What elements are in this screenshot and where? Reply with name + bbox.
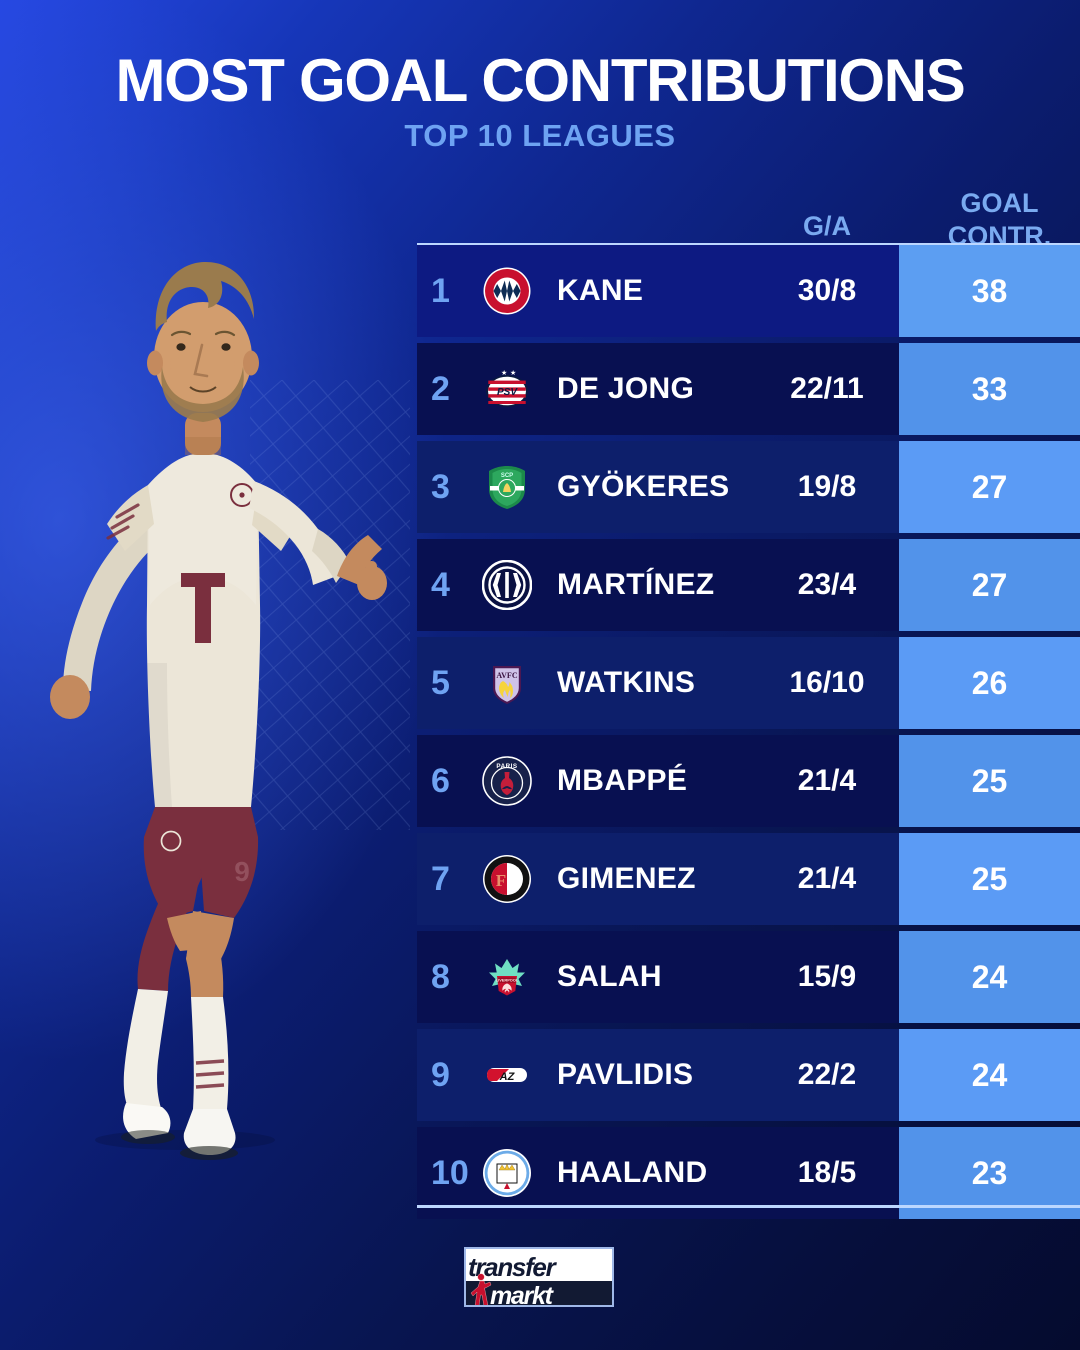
svg-text:9: 9 xyxy=(234,856,250,887)
svg-text:F: F xyxy=(496,871,506,890)
svg-text:SCP: SCP xyxy=(501,473,513,479)
svg-text:★: ★ xyxy=(501,369,507,377)
svg-text:PSV: PSV xyxy=(497,387,518,398)
svg-text:AZ: AZ xyxy=(499,1071,516,1083)
svg-text:AVFC: AVFC xyxy=(496,671,517,680)
svg-text:PARIS: PARIS xyxy=(496,763,517,770)
svg-text:LIVERPOOL: LIVERPOOL xyxy=(496,978,519,983)
svg-text:★: ★ xyxy=(510,369,516,377)
